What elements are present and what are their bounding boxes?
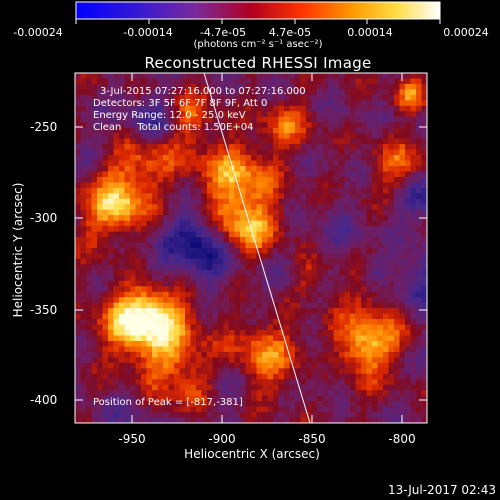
colorbar — [75, 1, 441, 20]
y-tick-label: -250 — [30, 120, 58, 134]
solar-limb-line — [203, 72, 311, 424]
y-axis-label: Heliocentric Y (arcsec) — [11, 182, 25, 318]
x-tick-label: -800 — [388, 432, 416, 446]
colorbar-tick-label: -4.7e-05 — [199, 26, 247, 39]
peak-position-annotation: Position of Peak = [-817,-381] — [93, 397, 243, 408]
y-tick-label: -400 — [30, 393, 58, 407]
footer-timestamp: 13-Jul-2017 02:43 — [387, 483, 496, 497]
colorbar-ticks — [75, 19, 441, 24]
colorbar-tick-label: 0.00024 — [443, 26, 489, 39]
colorbar-unit-label: (photons cm⁻² s⁻¹ asec⁻²) — [193, 39, 323, 50]
colorbar-tick-label: 4.7e-05 — [268, 26, 312, 39]
colorbar-tick-label: -0.00014 — [123, 26, 173, 39]
plot-frame — [74, 72, 428, 424]
method-counts-annotation: Clean Total counts: 1.50E+04 — [93, 122, 254, 133]
y-tick-label: -350 — [30, 303, 58, 317]
reconstructed-image — [75, 73, 427, 423]
y-tick-label: -300 — [30, 211, 58, 225]
x-axis-label: Heliocentric X (arcsec) — [184, 447, 320, 461]
axis-ticks — [75, 73, 427, 423]
x-tick-label: -900 — [208, 432, 236, 446]
detectors-annotation: Detectors: 3F 5F 6F 7F 8F 9F, Att 0 — [93, 98, 268, 109]
plot-title: Reconstructed RHESSI Image — [144, 54, 372, 72]
colorbar-tick-label: 0.00014 — [347, 26, 393, 39]
x-tick-label: -950 — [118, 432, 146, 446]
colorbar-tick-label: -0.00024 — [13, 26, 63, 39]
time-range-annotation: 3-Jul-2015 07:27:16.000 to 07:27:16.000 — [100, 86, 306, 97]
energy-range-annotation: Energy Range: 12.0 - 25.0 keV — [93, 110, 246, 121]
x-tick-label: -850 — [298, 432, 326, 446]
